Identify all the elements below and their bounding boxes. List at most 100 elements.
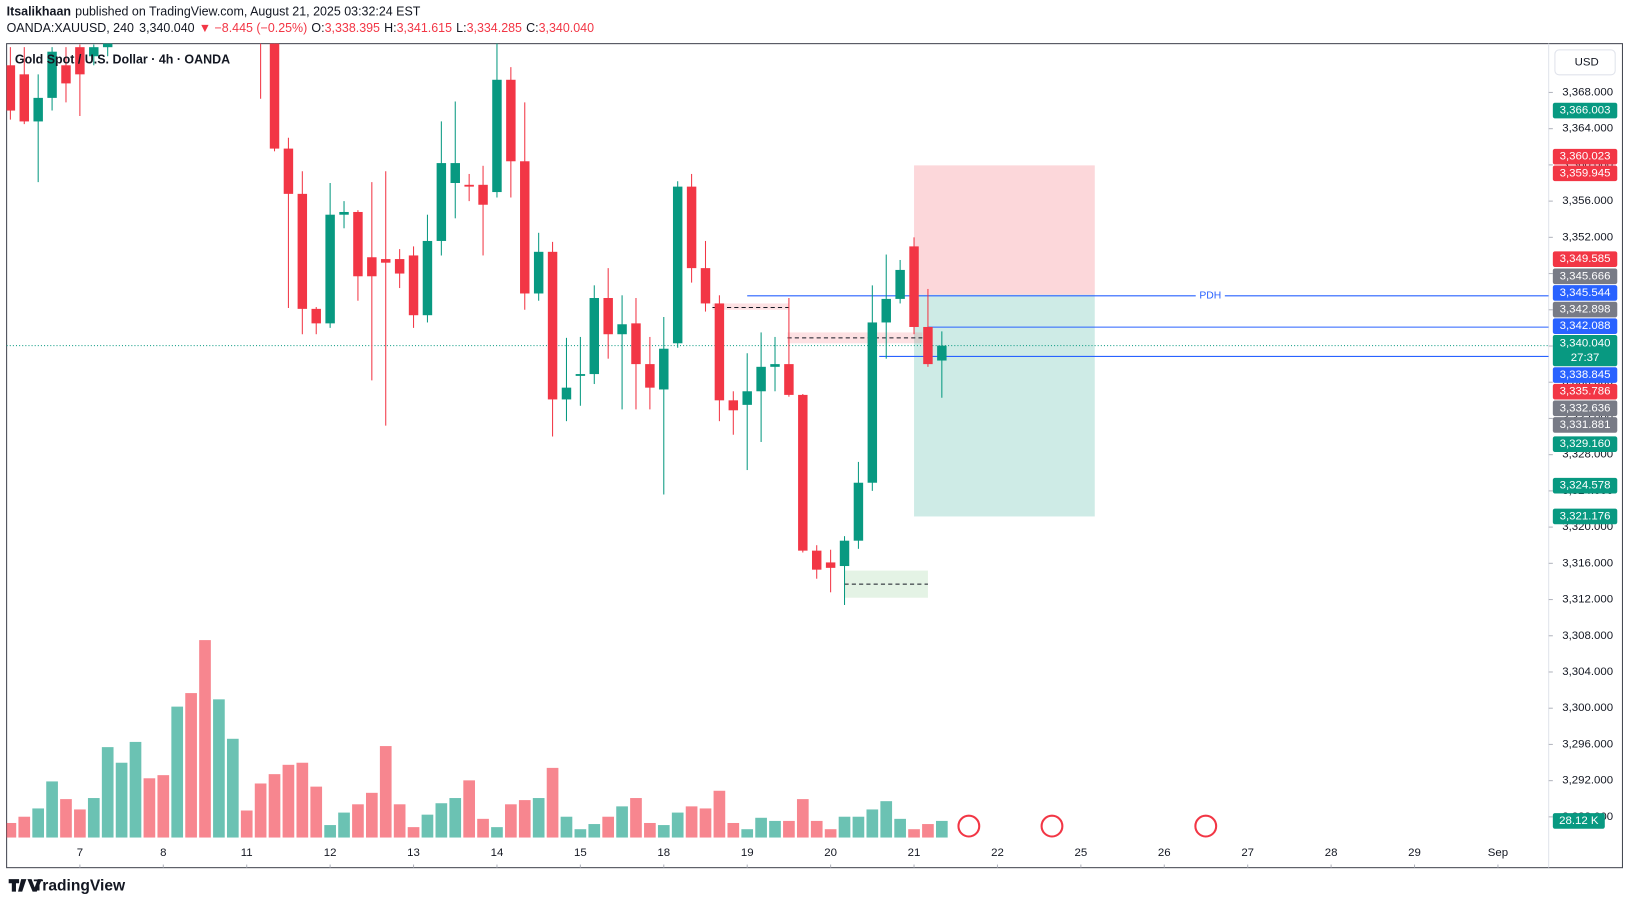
level-label-bg — [1195, 289, 1225, 303]
ohlc-key: O: — [311, 21, 324, 35]
volume-bar — [18, 816, 31, 838]
price-badge-label: 3,331.881 — [1560, 419, 1611, 431]
volume-badge — [1552, 813, 1605, 829]
price-badge-label: 3,342.898 — [1560, 304, 1611, 316]
price-badge-label: 3,335.786 — [1560, 386, 1611, 398]
volume-bar — [671, 812, 684, 838]
price-badge — [1552, 417, 1618, 433]
y-tick-label: 3,292.000 — [1562, 775, 1613, 787]
countdown: 27:37 — [1571, 352, 1600, 364]
price-badge — [1552, 335, 1618, 367]
price-badge — [1552, 268, 1618, 285]
candle-body — [408, 255, 419, 316]
last-price: 3,340.040 — [139, 21, 194, 35]
price-badge-label: 3,340.040 — [1560, 337, 1611, 349]
symbol: OANDA:XAUUSD, 240 — [7, 21, 134, 35]
volume-bar — [365, 792, 378, 838]
candle-body — [881, 298, 891, 323]
price-badge — [1552, 251, 1618, 267]
volume-bar — [60, 799, 72, 838]
volume-bar — [810, 820, 823, 838]
candle-body — [172, 0, 181, 2]
price-badge-label: 3,342.088 — [1560, 320, 1611, 332]
y-tick-label: 3,356.000 — [1562, 195, 1613, 207]
price-badge-label: 3,349.585 — [1560, 253, 1611, 265]
candle-body — [575, 374, 586, 376]
candle-body — [520, 161, 530, 294]
y-tick-label: 3,308.000 — [1562, 630, 1613, 642]
candle-body — [61, 65, 71, 84]
price-badge-label: 3,366.003 — [1560, 105, 1611, 117]
x-tick-label: Sep — [1488, 847, 1508, 859]
volume-bar — [171, 706, 184, 838]
volume-bar — [630, 798, 642, 838]
event-flag[interactable] — [1194, 814, 1218, 838]
volume-bar — [268, 774, 281, 838]
candle-body — [311, 308, 321, 324]
volume-bar — [616, 806, 628, 838]
ohlc-value: 3,334.285 — [467, 21, 522, 35]
x-tick-label: 21 — [908, 847, 921, 859]
candle-body — [394, 259, 405, 274]
candle-body — [47, 51, 57, 98]
event-flag[interactable] — [957, 814, 981, 838]
volume-bar — [908, 829, 920, 838]
x-tick-label: 18 — [657, 847, 670, 859]
volume-badge-label: 28.12 K — [1559, 815, 1599, 827]
volume-bar — [532, 798, 545, 838]
volume-bar — [296, 762, 309, 838]
candle-body — [19, 74, 30, 122]
volume-bar — [240, 810, 253, 838]
candle-body — [492, 79, 502, 193]
volume-bar — [588, 824, 601, 838]
volume-bar — [866, 809, 879, 838]
volume-bar — [379, 746, 392, 838]
candle-body — [367, 257, 377, 277]
volume-bar — [352, 804, 364, 838]
candle-body — [895, 269, 905, 299]
volume-bar — [74, 809, 86, 838]
volume-bar — [796, 799, 809, 838]
candle-body — [283, 148, 294, 194]
candle-body — [839, 540, 850, 567]
price-badge — [1552, 477, 1618, 494]
event-flag[interactable] — [1040, 814, 1064, 838]
volume-bar — [143, 778, 156, 838]
candle-body — [422, 240, 433, 316]
published: published on TradingView.com, August 21,… — [75, 5, 421, 19]
candle-body — [381, 259, 391, 263]
candle-body — [784, 364, 794, 395]
volume-bar — [6, 822, 17, 838]
price-badge — [1552, 285, 1618, 301]
volume-bar — [644, 822, 656, 838]
volume-bar — [46, 781, 58, 838]
volume-bar — [769, 820, 781, 838]
event-flags — [957, 814, 1218, 838]
volume-bar — [491, 827, 503, 838]
volume-bar — [922, 824, 934, 838]
y-tick-label: 3,304.000 — [1562, 666, 1613, 678]
price-badge-label: 3,332.636 — [1560, 402, 1611, 414]
y-tick-label: 3,368.000 — [1562, 86, 1613, 98]
candle-body — [825, 562, 836, 568]
volume-bar — [407, 827, 420, 838]
volume-bar — [685, 806, 698, 838]
price-badge — [1552, 400, 1618, 417]
volume-bar — [157, 775, 170, 838]
price-badge-label: 3,360.023 — [1560, 151, 1611, 163]
candle-body — [436, 163, 447, 241]
volume-bar — [463, 780, 475, 838]
candle-body — [659, 348, 669, 390]
candle-body — [742, 391, 752, 405]
ohlc-value: 3,341.615 — [397, 21, 452, 35]
volume-bar — [852, 816, 865, 838]
volume-bar — [560, 816, 573, 838]
candle-body — [297, 193, 308, 309]
currency-button[interactable] — [1554, 49, 1616, 76]
candle-body — [672, 186, 683, 344]
candle-body — [728, 400, 739, 411]
volume-bar — [449, 798, 462, 838]
volume-bar — [824, 829, 837, 838]
candle-body — [464, 184, 474, 187]
volume-bar — [574, 829, 587, 838]
